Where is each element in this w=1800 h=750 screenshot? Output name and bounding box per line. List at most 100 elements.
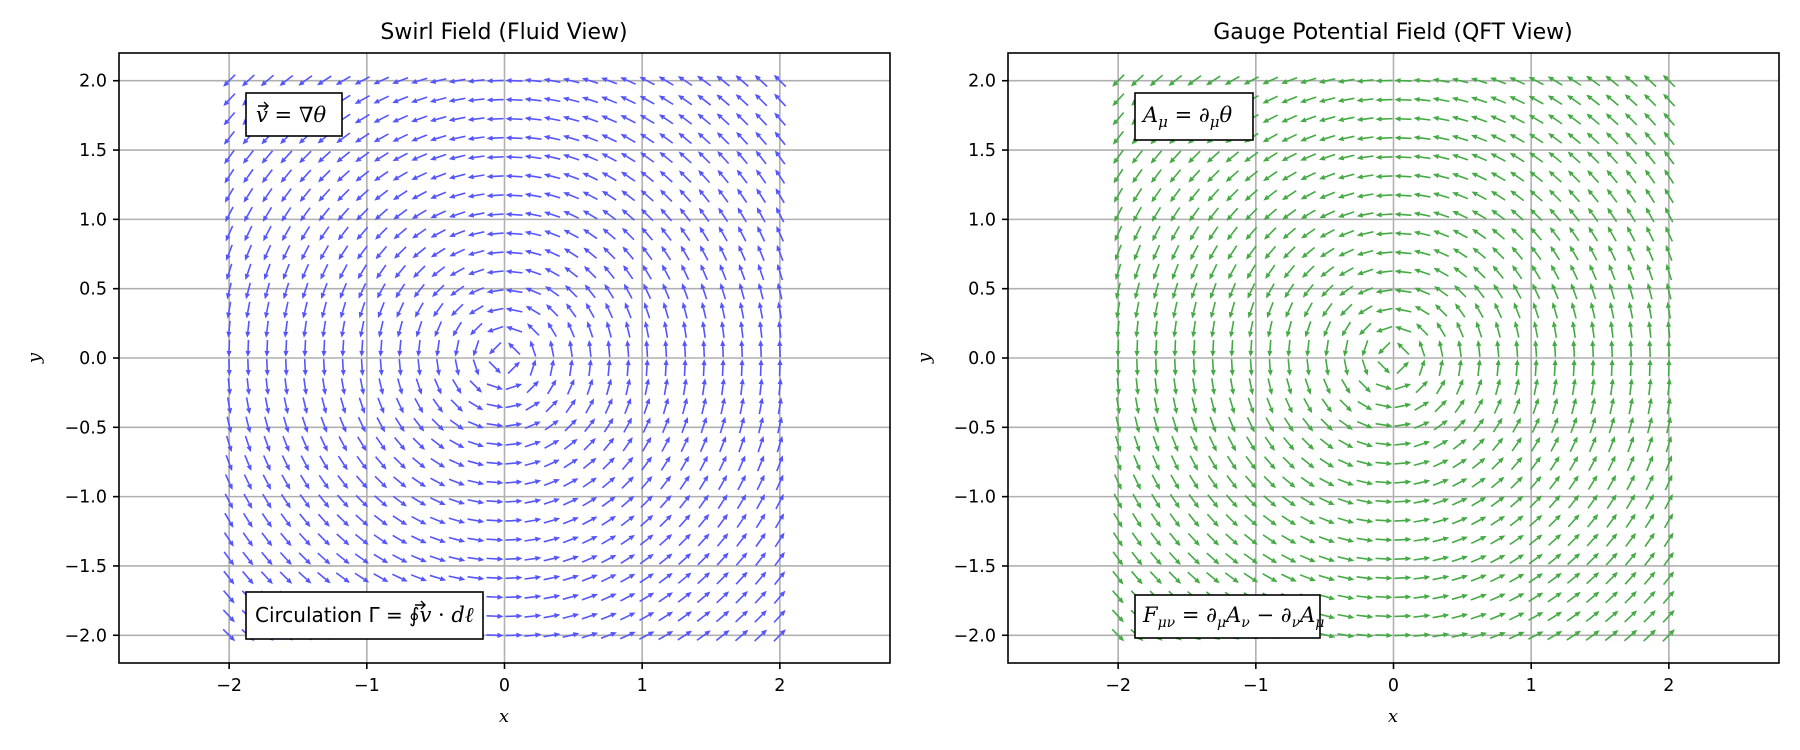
vector-arrow	[411, 153, 428, 161]
vector-arrow	[1111, 628, 1125, 642]
vector-arrow	[544, 230, 561, 238]
vector-arrow	[1663, 93, 1676, 107]
vector-arrow	[602, 437, 615, 452]
vector-arrow	[563, 458, 579, 469]
vector-arrow	[1626, 226, 1636, 242]
vector-arrow	[1413, 77, 1431, 84]
vector-arrow	[1356, 231, 1374, 237]
vector-arrow	[1531, 417, 1540, 433]
vector-arrow	[1357, 305, 1373, 315]
vector-arrow	[505, 211, 523, 218]
vector-arrow	[1571, 339, 1577, 357]
vector-arrow	[340, 359, 346, 377]
vector-arrow	[339, 264, 348, 280]
vector-arrow	[1451, 153, 1469, 161]
vector-arrow	[1566, 94, 1582, 106]
vector-arrow	[339, 282, 348, 299]
vector-arrow	[415, 378, 423, 395]
vector-arrow	[355, 170, 370, 182]
vector-arrow	[1451, 574, 1469, 582]
vector-arrow	[1608, 282, 1616, 300]
vector-arrow	[1609, 397, 1615, 415]
vector-arrow	[1130, 74, 1144, 87]
vector-arrow	[222, 628, 236, 642]
vector-arrow	[1666, 416, 1672, 434]
vector-arrow	[736, 494, 747, 510]
vector-arrow	[1337, 478, 1354, 486]
vector-arrow	[244, 225, 253, 242]
vector-arrow	[1625, 532, 1637, 547]
vector-arrow	[1432, 211, 1450, 219]
vector-arrow	[696, 610, 711, 623]
vector-arrow	[354, 95, 370, 104]
vector-arrow	[1226, 455, 1237, 471]
vector-arrow	[1132, 168, 1143, 184]
vector-arrow	[280, 532, 292, 547]
vector-arrow	[563, 229, 579, 239]
vector-arrow	[1337, 575, 1355, 581]
vector-arrow	[1246, 416, 1255, 433]
vector-arrow	[1647, 397, 1653, 415]
vector-arrow	[1413, 421, 1430, 430]
vector-arrow	[640, 495, 653, 508]
vector-arrow	[777, 378, 783, 396]
vector-arrow	[1489, 631, 1506, 640]
vector-arrow	[601, 476, 616, 489]
vector-arrow	[758, 397, 764, 415]
vector-arrow	[1590, 397, 1597, 415]
vector-arrow	[1284, 283, 1295, 299]
vector-arrow	[374, 495, 388, 507]
vector-arrow	[1509, 593, 1525, 602]
vector-arrow	[586, 378, 594, 396]
vector-arrow	[620, 573, 636, 583]
vector-arrow	[1414, 401, 1430, 411]
vector-arrow	[467, 575, 485, 581]
vector-arrow	[1570, 301, 1577, 319]
vector-arrow	[641, 456, 652, 471]
vector-arrow	[524, 479, 542, 485]
vector-arrow	[682, 359, 688, 377]
vector-arrow	[524, 154, 542, 160]
vector-arrow	[1131, 512, 1142, 528]
vector-arrow	[720, 378, 726, 396]
vector-arrow	[1225, 533, 1239, 546]
vector-arrow	[1262, 152, 1278, 162]
vector-arrow	[467, 440, 485, 448]
gradient-annotation: v = ∇θ	[245, 92, 343, 137]
vector-arrow	[739, 339, 745, 357]
vector-arrow	[413, 283, 425, 298]
vector-arrow	[739, 378, 745, 396]
vector-arrow	[1471, 477, 1486, 488]
vector-arrow	[1666, 359, 1672, 377]
vector-arrow	[264, 301, 270, 319]
vector-arrow	[432, 398, 443, 413]
vector-arrow	[1375, 518, 1393, 524]
vector-arrow	[1319, 191, 1336, 199]
vector-arrow	[755, 150, 767, 165]
vector-arrow	[543, 77, 561, 83]
vector-arrow	[1494, 302, 1503, 319]
vector-arrow	[662, 320, 669, 338]
vector-arrow	[1115, 320, 1121, 338]
vector-arrow	[1434, 286, 1449, 297]
vector-arrow	[1569, 436, 1578, 453]
vector-arrow	[375, 436, 386, 452]
vector-arrow	[602, 457, 615, 470]
vector-arrow	[775, 188, 785, 204]
vector-arrow	[524, 77, 542, 84]
vector-arrow	[1413, 440, 1431, 448]
vector-arrow	[374, 475, 388, 489]
vector-arrow	[1319, 247, 1335, 258]
vector-arrow	[623, 283, 633, 299]
vector-arrow	[1646, 301, 1653, 319]
vector-arrow	[1624, 552, 1637, 566]
vector-arrow	[696, 591, 711, 604]
vector-arrow	[1319, 457, 1335, 468]
gauge-potential-annotation: Aμ = ∂μθ	[1134, 92, 1254, 141]
x-axis-label: x	[1388, 706, 1398, 727]
vector-arrow	[1228, 282, 1237, 299]
vector-arrow	[700, 301, 707, 319]
vector-arrow	[1586, 533, 1599, 547]
vector-arrow	[1664, 474, 1673, 491]
vector-arrow	[1665, 244, 1673, 262]
